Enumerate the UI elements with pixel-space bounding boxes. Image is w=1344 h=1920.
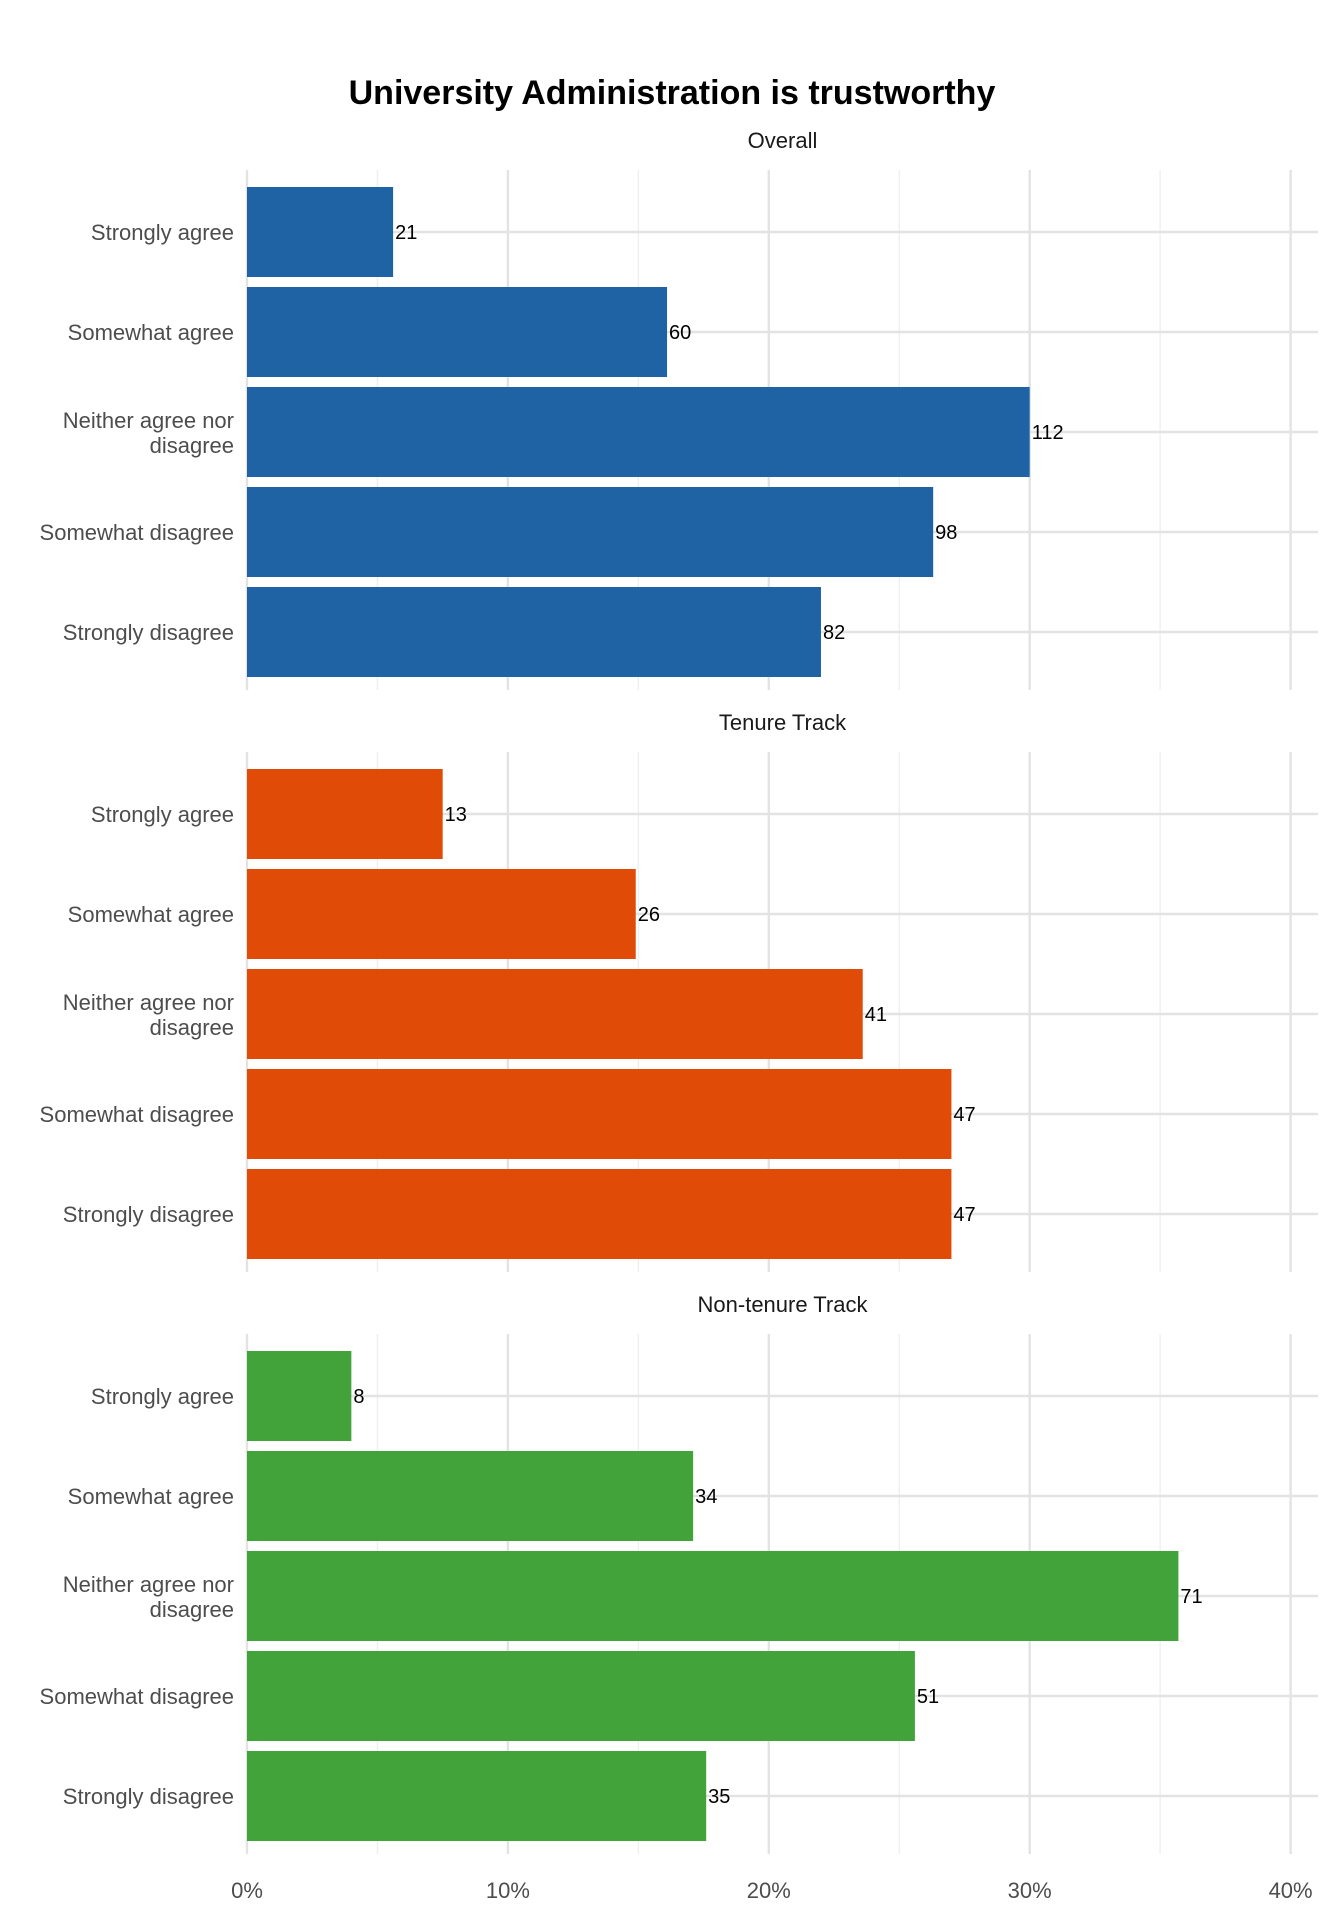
bar-value-label: 8 (353, 1386, 364, 1408)
bar-value-label: 82 (823, 622, 845, 644)
bar-value-label: 98 (935, 522, 957, 544)
chart-title: University Administration is trustworthy (349, 74, 996, 112)
bar-value-label: 26 (638, 904, 660, 926)
bar-value-label: 34 (695, 1486, 717, 1508)
category-label: Neither agree nor disagree (63, 1572, 234, 1622)
bar (247, 487, 934, 577)
panels: Overall 21 Strongly agree 60 Somewhat agree 1… (40, 128, 1318, 1854)
category-label: Strongly disagree (63, 1784, 234, 1809)
category-label: Somewhat agree (68, 320, 234, 345)
panel-strip-label: Non-tenure Track (698, 1292, 869, 1317)
category-label-line: Neither agree nor (63, 990, 234, 1015)
x-tick-label: 20% (747, 1878, 791, 1903)
bar-value-label: 41 (865, 1004, 887, 1026)
bar (247, 769, 443, 859)
category-label-line: Neither agree nor (63, 408, 234, 433)
x-tick-label: 0% (231, 1878, 263, 1903)
category-label: Somewhat agree (68, 1484, 234, 1509)
bar-value-label: 35 (708, 1786, 730, 1808)
category-label: Strongly agree (91, 1384, 234, 1409)
bar (247, 587, 821, 677)
category-label: Strongly agree (91, 220, 234, 245)
panel-0: Overall 21 Strongly agree 60 Somewhat agree 1… (40, 128, 1318, 690)
category-label: Somewhat disagree (40, 520, 234, 545)
category-label: Somewhat disagree (40, 1102, 234, 1127)
panel-1: Tenure Track 13 Strongly agree 26 Somewhat a… (40, 710, 1318, 1272)
category-label-line: disagree (150, 1597, 234, 1622)
x-axis: 0% 10% 20% 30% 40% (231, 1878, 1313, 1903)
panel-strip-label: Overall (748, 128, 818, 153)
category-label: Strongly disagree (63, 620, 234, 645)
category-label: Neither agree nor disagree (63, 990, 234, 1040)
category-label-line: Neither agree nor (63, 1572, 234, 1597)
bar (247, 1451, 694, 1541)
category-label: Somewhat agree (68, 902, 234, 927)
bar (247, 287, 668, 377)
bar (247, 387, 1030, 477)
category-label: Strongly agree (91, 802, 234, 827)
bar-value-label: 21 (395, 222, 417, 244)
x-tick-label: 40% (1269, 1878, 1313, 1903)
bar (247, 869, 636, 959)
bar-value-label: 47 (953, 1204, 975, 1226)
bar (247, 1551, 1179, 1641)
bar (247, 1651, 915, 1741)
bar (247, 1751, 707, 1841)
bar (247, 1169, 952, 1259)
category-label-line: disagree (150, 433, 234, 458)
category-label: Somewhat disagree (40, 1684, 234, 1709)
bar (247, 1069, 952, 1159)
bar-value-label: 112 (1032, 422, 1064, 444)
bar-value-label: 60 (669, 322, 691, 344)
bar-value-label: 47 (953, 1104, 975, 1126)
panel-2: Non-tenure Track 8 Strongly agree 34 Somewha… (40, 1292, 1318, 1854)
bar (247, 187, 394, 277)
category-label: Strongly disagree (63, 1202, 234, 1227)
bar (247, 969, 863, 1059)
category-label: Neither agree nor disagree (63, 408, 234, 458)
bar-value-label: 13 (445, 804, 467, 826)
bar-value-label: 71 (1180, 1586, 1202, 1608)
panel-strip-label: Tenure Track (719, 710, 847, 735)
bar (247, 1351, 352, 1441)
x-tick-label: 30% (1008, 1878, 1052, 1903)
x-tick-label: 10% (486, 1878, 530, 1903)
category-label-line: disagree (150, 1015, 234, 1040)
bar-value-label: 51 (917, 1686, 939, 1708)
